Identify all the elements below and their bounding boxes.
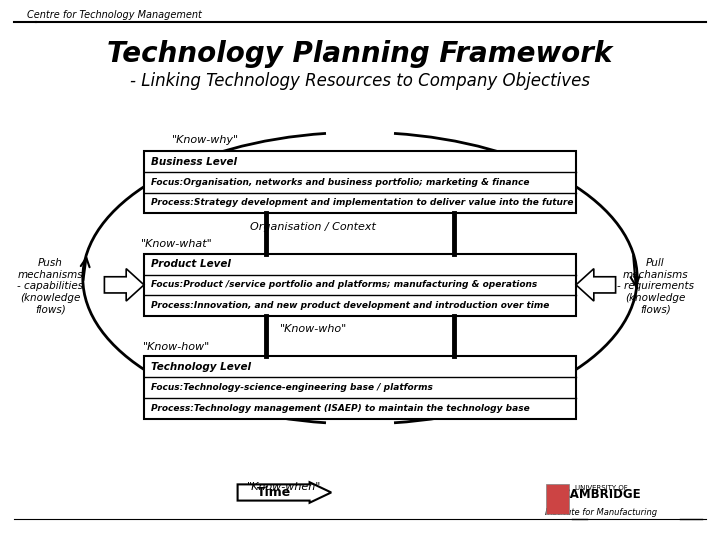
Text: Product Level: Product Level: [151, 259, 231, 269]
Text: Pull
mechanisms
- requirements
(knowledge
flows): Pull mechanisms - requirements (knowledg…: [617, 258, 693, 314]
Text: Process:Innovation, and new product development and introduction over time: Process:Innovation, and new product deve…: [151, 301, 549, 310]
Bar: [546, 484, 569, 514]
Polygon shape: [576, 269, 616, 301]
Text: UNIVERSITY OF: UNIVERSITY OF: [575, 485, 628, 491]
Text: CAMBRIDGE: CAMBRIDGE: [562, 488, 641, 501]
Text: Focus:Organisation, networks and business portfolio; marketing & finance: Focus:Organisation, networks and busines…: [151, 178, 530, 187]
Polygon shape: [238, 482, 331, 503]
Text: Organisation / Context: Organisation / Context: [251, 222, 376, 232]
Text: "Know-who": "Know-who": [279, 325, 347, 334]
Text: Centre for Technology Management: Centre for Technology Management: [27, 10, 202, 20]
Text: - Linking Technology Resources to Company Objectives: - Linking Technology Resources to Compan…: [130, 72, 590, 90]
Text: Time: Time: [256, 486, 291, 499]
Text: "Know-how": "Know-how": [143, 342, 210, 352]
Polygon shape: [104, 269, 144, 301]
Text: Focus:Technology-science-engineering base / platforms: Focus:Technology-science-engineering bas…: [151, 383, 433, 392]
Text: Process:Technology management (ISAEP) to maintain the technology base: Process:Technology management (ISAEP) to…: [151, 404, 530, 413]
Text: Institute for Manufacturing: Institute for Manufacturing: [545, 508, 657, 517]
Bar: [144, 151, 576, 213]
Text: Process:Strategy development and implementation to deliver value into the future: Process:Strategy development and impleme…: [151, 198, 574, 207]
Bar: [144, 356, 576, 418]
Text: "Know-what": "Know-what": [140, 239, 212, 249]
Text: Push
mechanisms
- capabilities
(knowledge
flows): Push mechanisms - capabilities (knowledg…: [17, 258, 84, 314]
Text: Focus:Product /service portfolio and platforms; manufacturing & operations: Focus:Product /service portfolio and pla…: [151, 280, 537, 289]
Text: Technology Planning Framework: Technology Planning Framework: [107, 40, 613, 68]
Text: Technology Level: Technology Level: [151, 362, 251, 372]
Bar: [144, 254, 576, 316]
Text: "Know-when": "Know-when": [247, 482, 322, 492]
Text: Business Level: Business Level: [151, 157, 237, 166]
Text: "Know-why": "Know-why": [171, 136, 239, 145]
